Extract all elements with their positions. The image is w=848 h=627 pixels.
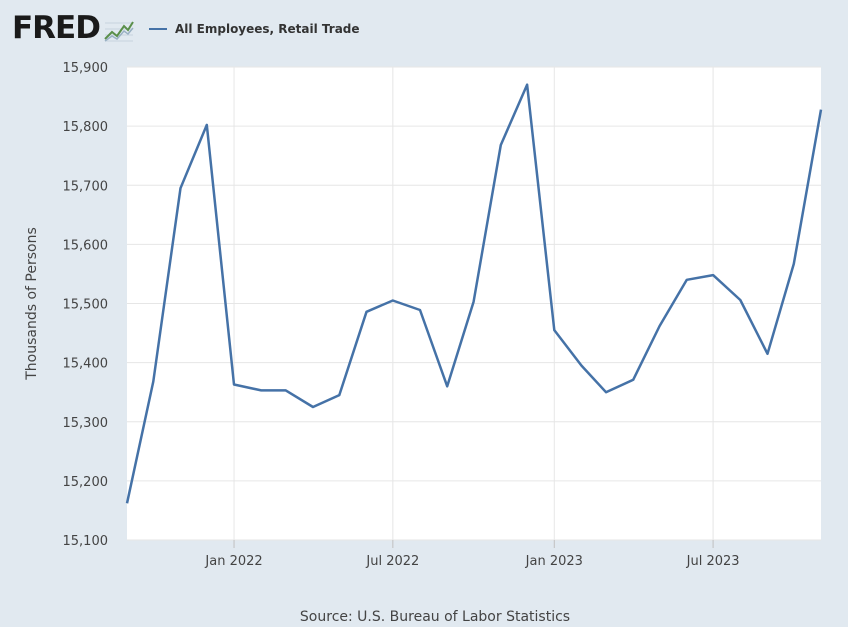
- y-tick-label: 15,500: [63, 298, 109, 313]
- x-tick-label: Jan 2023: [525, 554, 583, 569]
- fred-graph-icon: [102, 17, 135, 43]
- y-tick-label: 15,600: [63, 238, 109, 253]
- y-tick-label: 15,100: [63, 534, 109, 549]
- legend-label: All Employees, Retail Trade: [174, 22, 360, 36]
- y-tick-label: 15,800: [63, 120, 109, 135]
- source-note: Source: U.S. Bureau of Labor Statistics: [300, 609, 570, 625]
- fred-logo[interactable]: FRED: [12, 9, 101, 46]
- x-axis: Jan 2022 Jul 2022 Jan 2023 Jul 2023: [204, 540, 740, 569]
- header: FRED All Employees, Retail Trade: [12, 10, 360, 46]
- y-axis-title: Thousands of Persons: [24, 227, 40, 381]
- x-tick-label: Jan 2022: [204, 554, 262, 569]
- y-axis: 15,100 15,200 15,300 15,400 15,500 15,600 15,7…: [63, 61, 109, 549]
- grid-lines: [127, 66, 821, 541]
- x-tick-label: Jul 2022: [365, 554, 419, 569]
- y-tick-label: 15,200: [63, 475, 109, 490]
- series-line: [125, 83, 823, 504]
- x-tick-label: Jul 2023: [686, 554, 740, 569]
- y-tick-label: 15,700: [63, 179, 109, 194]
- legend-swatch: [148, 28, 167, 30]
- y-tick-label: 15,400: [63, 357, 109, 372]
- y-tick-label: 15,900: [63, 61, 109, 76]
- legend[interactable]: All Employees, Retail Trade: [148, 22, 360, 36]
- y-tick-label: 15,300: [63, 416, 109, 431]
